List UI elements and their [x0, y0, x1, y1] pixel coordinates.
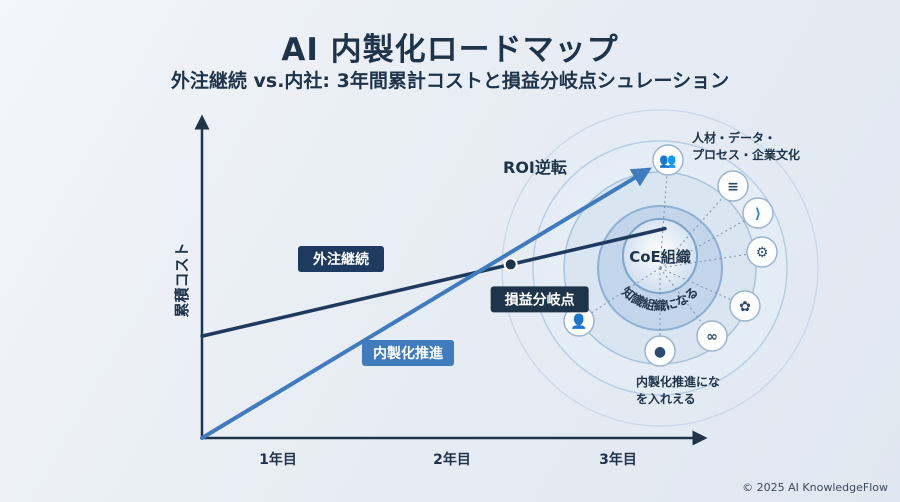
break-even: 損益分岐点: [490, 257, 589, 313]
eco-spoke: [659, 185, 734, 269]
break-even-badge: [490, 286, 589, 313]
page-subtitle: 外注継続 vs.内社: 3年間累計コストと損益分岐点シュレーション: [170, 70, 730, 92]
eco-spoke: [659, 159, 669, 269]
series-badge-0: [298, 246, 384, 272]
series-lines: [200, 167, 667, 440]
svg-text:∞: ∞: [706, 329, 718, 345]
svg-text:⚙: ⚙: [756, 245, 769, 261]
eco-spoke: [578, 267, 661, 322]
vscode-icon: ⟩: [742, 197, 774, 229]
x-tick-label: 2年目: [433, 451, 471, 468]
credit: © 2025 AI KnowledgeFlow: [742, 481, 888, 494]
svg-text:≡: ≡: [727, 179, 739, 195]
y-axis-label: 累積コスト: [173, 242, 191, 317]
break-even-label: 損益分岐点: [505, 291, 575, 308]
break-even-point: [503, 257, 518, 272]
ecosystem-top-label: 人材・データ・プロセス・企業文化: [692, 130, 800, 162]
svg-text:👥: 👥: [659, 153, 676, 169]
user-group-icon: 👥: [652, 144, 684, 176]
page-title: AI 内製化ロードマップ: [281, 32, 619, 68]
eco-nodes: 👥 ≡ ⟩ ⚙ ✿ ∞ ● 👤: [563, 144, 778, 367]
meta-icon: ∞: [696, 320, 728, 352]
apple-icon: ●: [644, 335, 676, 367]
x-tick-label: 3年目: [599, 451, 637, 468]
series-badge-1: [362, 340, 454, 366]
eco-spoke: [659, 251, 763, 269]
svg-text:●: ●: [654, 344, 666, 360]
svg-text:⟩: ⟩: [755, 206, 761, 222]
user-gear-icon: ⚙: [746, 236, 778, 268]
series-line-1: [200, 167, 652, 440]
eco-spoke: [659, 267, 746, 307]
coe-ecosystem: CoE組織 知識組織になる 👥≡⟩⚙✿∞●👤 人材・データ・プロセス・企業文化 …: [495, 103, 825, 433]
x-ticks: 1年目 2年目 3年目: [259, 451, 637, 468]
x-tick-label: 1年目: [259, 451, 297, 468]
series-line-0: [200, 226, 667, 338]
database-icon: ≡: [717, 170, 749, 202]
coe-label: CoE組織: [629, 248, 691, 266]
svg-text:✿: ✿: [739, 299, 751, 315]
eco-spoke: [659, 212, 759, 269]
openai-icon: ✿: [729, 290, 761, 322]
roi-annotation: ROI逆転: [503, 158, 567, 177]
ecosystem-bottom-label: 内製化推進になを入れえる: [636, 374, 720, 406]
series-label-0: 外注継続: [313, 251, 369, 268]
series-label-1: 内製化推進: [373, 345, 443, 362]
svg-text:👤: 👤: [570, 313, 587, 330]
